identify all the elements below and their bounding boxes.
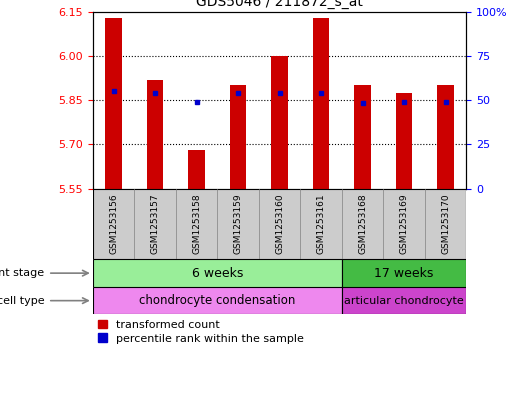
Text: cell type: cell type	[0, 296, 44, 306]
Bar	[437, 85, 454, 189]
Bar	[396, 93, 412, 189]
Text: development stage: development stage	[0, 268, 44, 278]
Bar	[147, 79, 163, 189]
Bar	[313, 18, 329, 189]
FancyBboxPatch shape	[342, 259, 466, 287]
Text: GSM1253158: GSM1253158	[192, 194, 201, 254]
Text: GSM1253159: GSM1253159	[234, 194, 243, 254]
FancyBboxPatch shape	[93, 259, 342, 287]
Text: articular chondrocyte: articular chondrocyte	[344, 296, 464, 306]
Text: GSM1253156: GSM1253156	[109, 194, 118, 254]
FancyBboxPatch shape	[93, 287, 342, 314]
Legend: transformed count, percentile rank within the sample: transformed count, percentile rank withi…	[98, 320, 304, 343]
Bar	[230, 85, 246, 189]
FancyBboxPatch shape	[342, 287, 466, 314]
Text: GSM1253161: GSM1253161	[316, 194, 325, 254]
Text: 6 weeks: 6 weeks	[192, 266, 243, 280]
Text: GSM1253160: GSM1253160	[275, 194, 284, 254]
Title: GDS5046 / 211872_s_at: GDS5046 / 211872_s_at	[196, 0, 363, 9]
Text: GSM1253170: GSM1253170	[441, 194, 450, 254]
Text: GSM1253168: GSM1253168	[358, 194, 367, 254]
Bar	[354, 85, 371, 189]
Bar	[105, 18, 122, 189]
Text: chondrocyte condensation: chondrocyte condensation	[139, 294, 296, 307]
Bar	[271, 56, 288, 189]
Text: GSM1253157: GSM1253157	[151, 194, 160, 254]
Text: 17 weeks: 17 weeks	[374, 266, 434, 280]
Bar	[188, 150, 205, 189]
Text: GSM1253169: GSM1253169	[400, 194, 409, 254]
FancyBboxPatch shape	[93, 189, 466, 259]
